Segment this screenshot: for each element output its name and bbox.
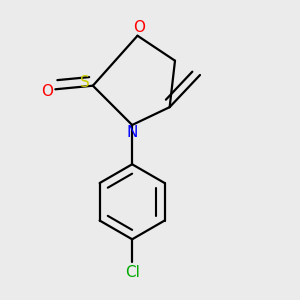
Text: Cl: Cl xyxy=(125,265,140,280)
Text: N: N xyxy=(127,125,138,140)
Text: O: O xyxy=(41,84,53,99)
Text: S: S xyxy=(80,75,90,90)
Text: O: O xyxy=(133,20,145,35)
